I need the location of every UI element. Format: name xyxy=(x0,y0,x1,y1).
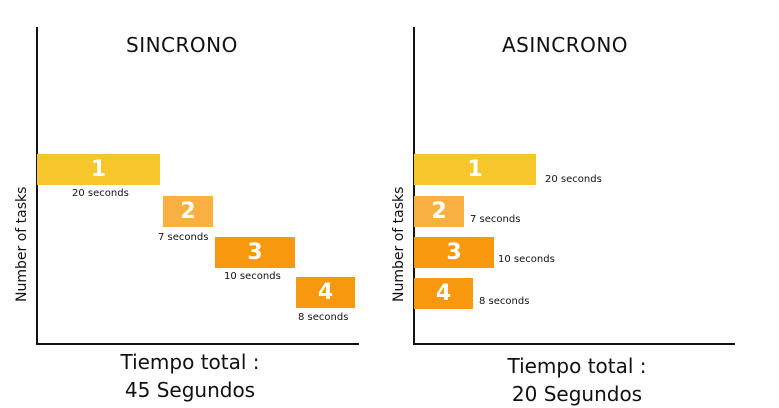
sync-task-duration-1: 20 seconds xyxy=(72,188,129,199)
async-y-axis-label: Number of tasks xyxy=(391,186,407,302)
async-task-duration-2: 7 seconds xyxy=(470,214,521,225)
async-y-axis xyxy=(413,27,415,345)
async-total-line-1: Tiempo total : xyxy=(507,354,647,378)
sync-total-line-2: 45 Segundos xyxy=(124,378,256,402)
async-task-label-3: 3 xyxy=(446,240,462,265)
sync-task-bar-3: 3 xyxy=(215,237,295,268)
sync-y-axis-label: Number of tasks xyxy=(14,186,30,302)
sync-task-duration-4: 8 seconds xyxy=(298,312,349,323)
async-title: ASINCRONO xyxy=(502,33,629,57)
async-task-label-2: 2 xyxy=(431,199,447,224)
async-task-duration-3: 10 seconds xyxy=(498,254,555,265)
sync-task-bar-2: 2 xyxy=(163,196,213,227)
sync-task-label-1: 1 xyxy=(90,157,107,182)
sync-task-bar-1: 1 xyxy=(37,154,160,185)
async-x-axis xyxy=(413,343,735,345)
async-task-bar-4: 4 xyxy=(414,278,473,309)
sync-y-axis xyxy=(36,27,38,345)
async-task-label-1: 1 xyxy=(467,157,483,182)
async-task-bar-1: 1 xyxy=(414,154,536,185)
sync-task-label-3: 3 xyxy=(247,240,263,265)
sync-task-label-2: 2 xyxy=(180,199,196,224)
sync-task-bar-4: 4 xyxy=(296,277,355,308)
async-task-label-4: 4 xyxy=(435,281,452,306)
async-total-time: Tiempo total : 20 Segundos xyxy=(467,352,687,408)
async-task-duration-4: 8 seconds xyxy=(479,296,530,307)
sync-total-line-1: Tiempo total : xyxy=(120,350,260,374)
sync-x-axis xyxy=(36,343,359,345)
sync-total-time: Tiempo total : 45 Segundos xyxy=(80,348,300,404)
sync-task-duration-3: 10 seconds xyxy=(224,271,281,282)
sync-task-label-4: 4 xyxy=(317,280,334,305)
sync-title: SINCRONO xyxy=(126,33,238,57)
async-task-duration-1: 20 seconds xyxy=(545,174,602,185)
async-task-bar-3: 3 xyxy=(414,237,494,268)
async-task-bar-2: 2 xyxy=(414,196,464,227)
sync-task-duration-2: 7 seconds xyxy=(158,232,209,243)
async-total-line-2: 20 Segundos xyxy=(511,382,643,406)
